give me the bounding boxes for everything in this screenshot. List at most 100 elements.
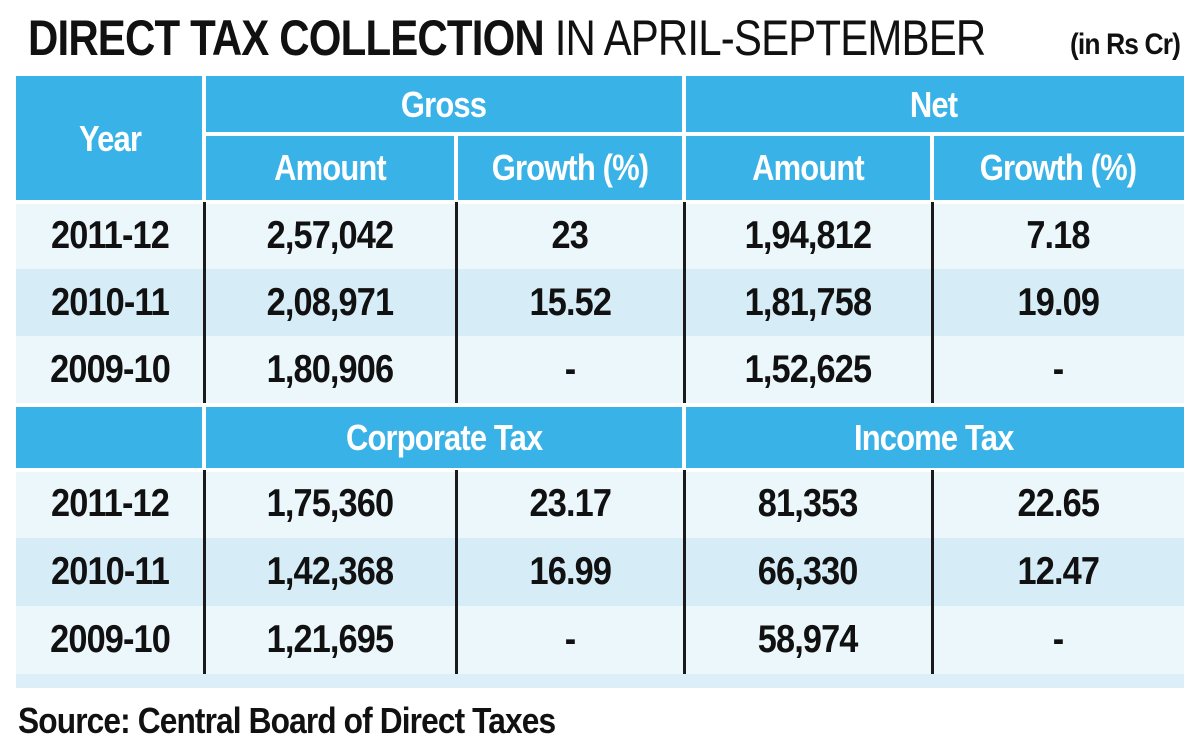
- section-header-bottom-separator: [16, 468, 1184, 472]
- header-column-separator: [682, 405, 686, 470]
- table-cell: -: [932, 336, 1184, 403]
- table-cell: 1,80,906: [204, 336, 456, 403]
- group-header-income-text: Income Tax: [854, 416, 1014, 458]
- table-cell-text: 23.17: [529, 482, 611, 525]
- section-header-blank: [16, 405, 204, 470]
- table-cell-text: 1,21,695: [266, 618, 394, 661]
- table-cell-text: -: [1052, 618, 1064, 661]
- table-cell: 2010-11: [16, 269, 204, 336]
- column-header: Growth (%): [456, 134, 684, 202]
- table-cell: 19.09: [932, 269, 1184, 336]
- column-header: Amount: [684, 134, 932, 202]
- table-cell-text: 1,42,368: [266, 550, 394, 593]
- header-bottom-separator: [16, 200, 1184, 204]
- column-rule: [683, 202, 686, 403]
- column-header: Amount: [204, 134, 456, 202]
- table-cell: 2009-10: [16, 606, 204, 674]
- header-column-separator: [202, 76, 206, 202]
- group-header-income: Income Tax: [684, 405, 1184, 470]
- column-header: Growth (%): [932, 134, 1184, 202]
- column-rule: [203, 470, 206, 674]
- table-cell: 1,21,695: [204, 606, 456, 674]
- table-cell: 66,330: [684, 538, 932, 606]
- column-rule: [455, 470, 458, 674]
- title-bold-part: DIRECT TAX COLLECTION: [28, 10, 545, 66]
- table-cell: 2011-12: [16, 202, 204, 269]
- table-cell-text: 1,80,906: [266, 347, 394, 391]
- table-cell: 2,57,042: [204, 202, 456, 269]
- group-header-gross: Gross: [204, 76, 684, 134]
- column-rule: [683, 470, 686, 674]
- table-cell-text: 58,974: [758, 618, 859, 661]
- table-cell: 1,75,360: [204, 470, 456, 538]
- table-cell: 1,81,758: [684, 269, 932, 336]
- table-cell-text: -: [564, 347, 576, 391]
- table-cell-text: 19.09: [1017, 280, 1099, 324]
- table-cell: 1,94,812: [684, 202, 932, 269]
- table-cell: 16.99: [456, 538, 684, 606]
- table-cell: 1,52,625: [684, 336, 932, 403]
- table-cell-text: 1,75,360: [266, 482, 394, 525]
- year-header-cell: Year: [16, 76, 204, 202]
- column-rule: [931, 202, 934, 403]
- column-header-text: Amount: [752, 147, 865, 188]
- column-header-text: Growth (%): [491, 147, 649, 188]
- group-header-net-text: Net: [910, 84, 958, 125]
- table-cell-text: 15.52: [529, 280, 611, 324]
- table-cell: 7.18: [932, 202, 1184, 269]
- column-header-text: Amount: [274, 147, 387, 188]
- table-cell: 15.52: [456, 269, 684, 336]
- column-rule: [203, 202, 206, 403]
- tax-table: Year Gross Net Amount Growth (%) Amount Growth…: [16, 76, 1184, 688]
- chart-title: DIRECT TAX COLLECTION IN APRIL-SEPTEMBER: [28, 10, 987, 66]
- table-cell: 23.17: [456, 470, 684, 538]
- table-cell: -: [932, 606, 1184, 674]
- header-column-separator: [202, 405, 206, 470]
- table-cell-text: 23: [551, 213, 589, 257]
- table-cell: -: [456, 606, 684, 674]
- table-cell-text: 2011-12: [51, 482, 170, 525]
- title-bar: DIRECT TAX COLLECTION IN APRIL-SEPTEMBER…: [0, 0, 1200, 76]
- column-rule: [455, 202, 458, 403]
- table-cell: 2010-11: [16, 538, 204, 606]
- table-cell: 2011-12: [16, 470, 204, 538]
- column-rule: [931, 470, 934, 674]
- table-cell: -: [456, 336, 684, 403]
- year-header-cell-text: Year: [78, 118, 142, 159]
- table-cell-text: 66,330: [758, 550, 859, 593]
- table-cell-text: 2009-10: [50, 618, 171, 661]
- table-cell-text: -: [1052, 347, 1064, 391]
- table-cell-text: 1,52,625: [744, 347, 872, 391]
- table-cell-text: 1,94,812: [744, 213, 872, 257]
- header-separator: [204, 132, 1184, 136]
- title-light-part: IN APRIL-SEPTEMBER: [554, 10, 987, 66]
- table-cell: 23: [456, 202, 684, 269]
- source-note: Source: Central Board of Direct Taxes: [18, 700, 556, 741]
- header-column-separator: [930, 134, 934, 202]
- table-cell-text: 2,57,042: [266, 213, 394, 257]
- table-cell-text: -: [564, 618, 576, 661]
- table-cell-text: 1,81,758: [744, 280, 872, 324]
- table-cell-text: 2011-12: [51, 213, 170, 257]
- table-cell-text: 81,353: [758, 482, 859, 525]
- table-cell: 1,42,368: [204, 538, 456, 606]
- group-header-gross-text: Gross: [401, 84, 487, 125]
- header-column-separator: [454, 134, 458, 202]
- table-cell: 12.47: [932, 538, 1184, 606]
- unit-note: (in Rs Cr): [1070, 28, 1181, 61]
- table-cell-text: 12.47: [1017, 550, 1099, 593]
- table-cell: 2,08,971: [204, 269, 456, 336]
- table-cell: 2009-10: [16, 336, 204, 403]
- group-header-corporate: Corporate Tax: [204, 405, 684, 470]
- column-header-text: Growth (%): [979, 147, 1137, 188]
- table-cell-text: 22.65: [1017, 482, 1099, 525]
- table-cell-text: 2010-11: [51, 280, 170, 324]
- table-cell-text: 2010-11: [51, 550, 170, 593]
- group-header-corporate-text: Corporate Tax: [345, 416, 543, 458]
- table-cell-text: 2,08,971: [266, 280, 394, 324]
- header-column-separator: [682, 76, 686, 202]
- section-separator: [16, 403, 1184, 407]
- table-cell-text: 2009-10: [50, 347, 171, 391]
- table-cell: 22.65: [932, 470, 1184, 538]
- table-cell: 58,974: [684, 606, 932, 674]
